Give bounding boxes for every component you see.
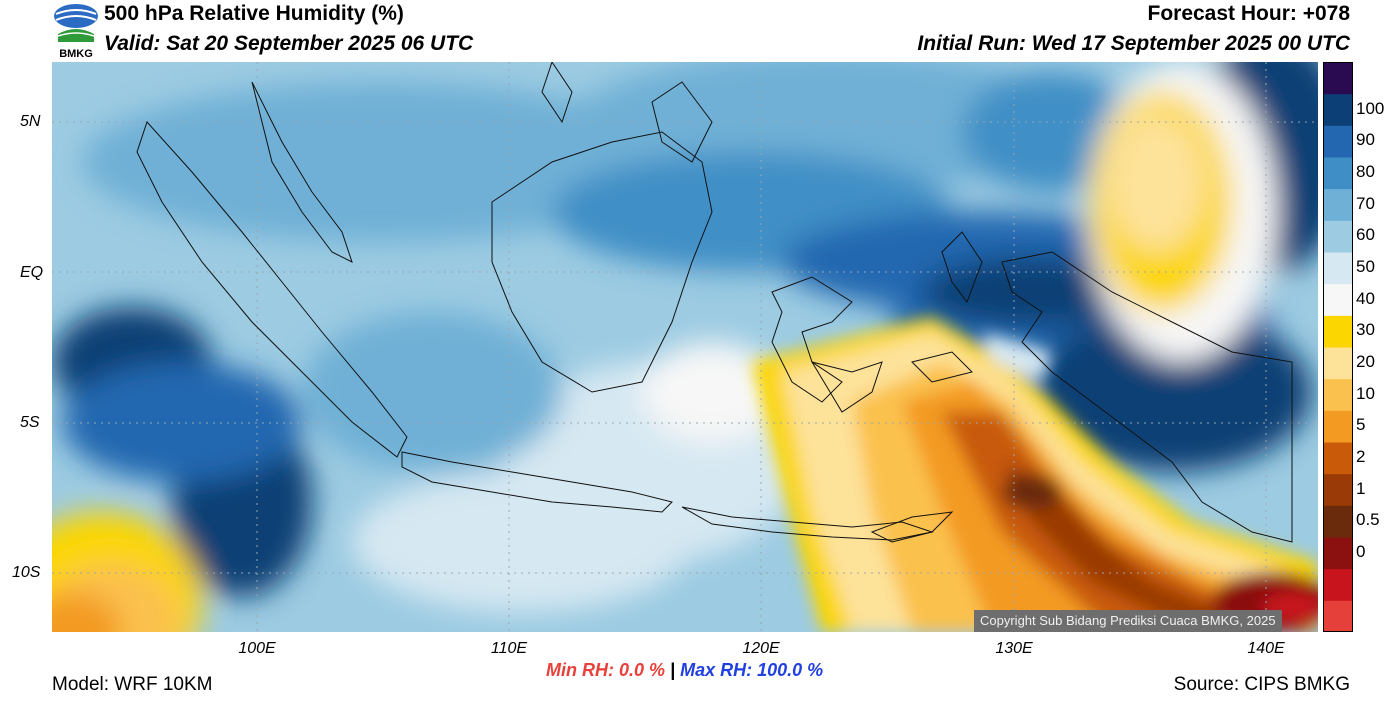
svg-text:BMKG: BMKG [59,48,93,60]
colorbar-segment [1323,347,1353,380]
colorbar-segment [1323,568,1353,601]
stats-separator: | [670,660,676,680]
model-label: Model: WRF 10KM [52,674,213,695]
max-rh: Max RH: 100.0 % [680,660,824,680]
colorbar-segment [1323,505,1353,538]
colorbar-label: 90 [1356,130,1375,150]
initial-run: Initial Run: Wed 17 September 2025 00 UT… [917,32,1350,55]
colorbar-label: 5 [1356,415,1366,435]
lat-label-5s: 5S [20,414,40,431]
colorbar-label: 60 [1356,225,1375,245]
colorbar-segment [1323,220,1353,253]
colorbar-label: 30 [1356,320,1375,340]
colorbar-label: 2 [1356,446,1366,466]
forecast-hour: Forecast Hour: +078 [1147,2,1351,25]
colorbar-segment [1323,252,1353,285]
colorbar-segment [1323,315,1353,348]
colorbar-segment [1323,157,1353,190]
lat-label-5n: 5N [20,113,41,130]
colorbar-label: 80 [1356,161,1375,181]
colorbar-label: 70 [1356,193,1375,213]
map-title: 500 hPa Relative Humidity (%) [104,2,404,25]
colorbar-label: 0 [1356,541,1366,561]
humidity-map [2,32,1352,692]
colorbar-segment [1323,473,1353,506]
lon-label-110e: 110E [490,640,528,657]
colorbar-segment [1323,537,1353,570]
colorbar-segment [1323,125,1353,158]
colorbar-segment [1323,378,1353,411]
lon-label-140e: 140E [1247,640,1285,657]
colorbar-label: 1 [1356,478,1366,498]
colorbar-label: 100 [1356,98,1385,118]
valid-time: Valid: Sat 20 September 2025 06 UTC [104,32,474,55]
rh-stats: Min RH: 0.0 % | Max RH: 100.0 % [546,660,823,681]
colorbar-segment [1323,283,1353,316]
colorbar-label: 10 [1356,383,1375,403]
lon-label-100e: 100E [238,640,276,657]
colorbar-label: 50 [1356,256,1375,276]
colorbar-frame [1323,62,1353,632]
lon-label-130e: 130E [995,640,1033,657]
colorbar [1323,62,1353,633]
lat-label-10s: 10S [12,564,41,581]
min-rh: Min RH: 0.0 % [546,660,666,680]
source-label: Source: CIPS BMKG [1173,674,1350,695]
copyright-notice: Copyright Sub Bidang Prediksi Cuaca BMKG… [974,610,1282,632]
bmkg-logo: BMKG [52,2,100,60]
lat-label-eq: EQ [20,264,44,281]
colorbar-segment [1323,93,1353,126]
colorbar-segment [1323,600,1353,633]
colorbar-segment [1323,410,1353,443]
colorbar-segment [1323,442,1353,475]
colorbar-label: 20 [1356,351,1375,371]
colorbar-label: 40 [1356,288,1375,308]
lon-label-120e: 120E [742,640,780,657]
colorbar-segment [1323,188,1353,221]
colorbar-segment [1323,62,1353,95]
colorbar-label: 0.5 [1356,510,1380,530]
